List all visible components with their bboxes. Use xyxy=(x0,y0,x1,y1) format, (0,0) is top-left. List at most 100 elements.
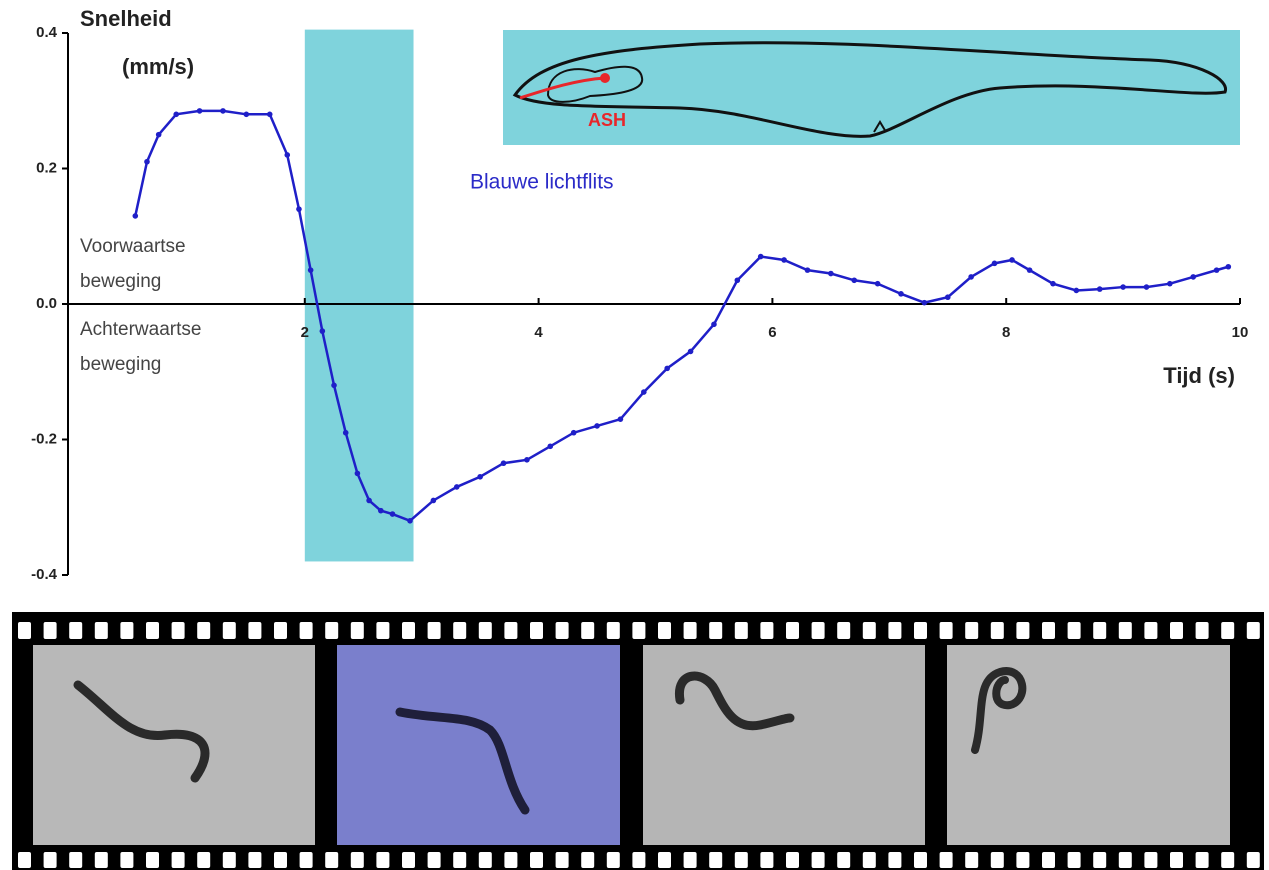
sprocket-hole xyxy=(734,852,748,868)
data-point xyxy=(407,518,413,524)
data-point xyxy=(1050,280,1056,287)
sprocket-hole xyxy=(1221,852,1235,868)
data-point xyxy=(1026,267,1033,273)
sprocket-hole xyxy=(709,622,723,639)
y-tick-label: 0.4 xyxy=(36,24,58,41)
data-point xyxy=(968,274,974,280)
data-point xyxy=(477,473,483,480)
film-strip xyxy=(12,612,1264,870)
sprocket-hole xyxy=(581,622,595,639)
data-point xyxy=(1190,274,1197,280)
sprocket-hole xyxy=(606,622,620,639)
sprocket-hole xyxy=(197,622,211,639)
sprocket-hole xyxy=(69,622,83,639)
data-point xyxy=(331,382,337,389)
sprocket-hole xyxy=(376,622,390,639)
data-point xyxy=(828,270,834,277)
data-point xyxy=(594,423,600,429)
film-frame xyxy=(33,645,315,845)
sprocket-hole xyxy=(939,852,953,868)
y-tick-label: 0.2 xyxy=(36,159,57,176)
data-point xyxy=(155,131,162,138)
data-point xyxy=(641,389,647,395)
sprocket-hole xyxy=(530,622,543,639)
sprocket-hole xyxy=(606,852,620,868)
sprocket-hole xyxy=(94,852,108,868)
sprocket-hole xyxy=(709,852,723,868)
data-point xyxy=(132,213,139,219)
data-point xyxy=(1120,284,1126,290)
sprocket-hole xyxy=(760,852,774,868)
sprocket-hole xyxy=(248,852,262,868)
sprocket-hole xyxy=(1118,622,1132,639)
data-line xyxy=(134,109,1229,523)
sprocket-hole xyxy=(939,622,953,639)
sprocket-hole xyxy=(555,852,569,868)
sprocket-hole xyxy=(1170,622,1183,639)
sprocket-hole xyxy=(581,852,595,868)
data-point xyxy=(664,365,670,372)
sprocket-hole xyxy=(914,852,927,868)
data-point xyxy=(1073,287,1080,294)
sprocket-holes xyxy=(18,622,1260,868)
inset-vulva xyxy=(873,120,887,133)
sprocket-hole xyxy=(299,852,313,868)
sprocket-hole xyxy=(786,622,799,639)
inset-worm-pharynx xyxy=(546,65,644,103)
sprocket-hole xyxy=(1195,622,1209,639)
data-point xyxy=(453,484,460,490)
sprocket-hole xyxy=(786,852,799,868)
sprocket-hole xyxy=(120,852,134,868)
x-tick-label: 10 xyxy=(1232,324,1249,341)
data-point xyxy=(243,111,250,118)
sprocket-hole xyxy=(299,622,313,639)
sprocket-hole xyxy=(683,622,697,639)
sprocket-hole xyxy=(837,852,851,868)
data-point xyxy=(296,206,302,212)
sprocket-hole xyxy=(120,622,134,639)
data-point xyxy=(874,280,881,287)
sprocket-hole xyxy=(350,852,364,868)
data-point xyxy=(1143,284,1150,290)
sprocket-hole xyxy=(248,622,262,639)
sprocket-hole xyxy=(43,622,57,639)
y-tick-label: -0.2 xyxy=(31,430,57,447)
data-point xyxy=(342,429,349,436)
sprocket-hole xyxy=(325,622,339,639)
sprocket-hole xyxy=(965,622,979,639)
x-axis-label: Tijd (s) xyxy=(1163,363,1235,388)
sprocket-hole xyxy=(274,622,287,639)
data-point xyxy=(173,111,180,118)
sprocket-hole xyxy=(1042,622,1055,639)
sprocket-hole xyxy=(1067,852,1081,868)
data-point xyxy=(1009,257,1015,263)
data-point xyxy=(284,152,291,158)
x-tick-label: 8 xyxy=(1002,324,1010,341)
data-point xyxy=(389,511,396,517)
sprocket-hole xyxy=(197,852,211,868)
data-point xyxy=(781,257,787,263)
data-point xyxy=(319,328,326,334)
sprocket-hole xyxy=(530,852,543,868)
x-tick-label: 4 xyxy=(534,324,543,341)
sprocket-hole xyxy=(94,622,108,639)
data-point xyxy=(220,108,226,114)
sprocket-hole xyxy=(402,852,415,868)
data-point xyxy=(711,321,717,328)
sprocket-hole xyxy=(222,622,236,639)
inset-worm-outline xyxy=(512,41,1227,138)
sprocket-hole xyxy=(350,622,364,639)
data-point xyxy=(687,348,694,355)
sprocket-hole xyxy=(1221,622,1235,639)
data-point xyxy=(377,507,384,514)
data-point xyxy=(851,277,858,284)
sprocket-hole xyxy=(837,622,851,639)
sprocket-hole xyxy=(811,852,825,868)
sprocket-hole xyxy=(1246,622,1260,639)
data-point xyxy=(547,443,554,450)
data-point xyxy=(1225,263,1232,270)
neuron-label: ASH xyxy=(588,110,626,130)
flash-label: Blauwe lichtflits xyxy=(470,171,614,194)
sprocket-hole xyxy=(658,852,671,868)
worm xyxy=(971,667,1027,754)
